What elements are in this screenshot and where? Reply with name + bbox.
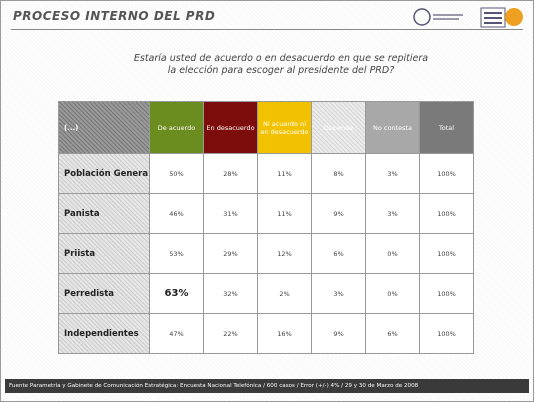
table-row: Perredista 63% 32% 2% 3% 0% 100% — [58, 273, 474, 314]
cell: 3% — [311, 273, 366, 314]
column-header: De acuerdo — [149, 101, 204, 154]
results-table: (...) De acuerdo En desacuerdo Ni acuerdo n… — [58, 101, 474, 354]
cell: 47% — [149, 313, 204, 354]
cell: 63% — [149, 273, 204, 314]
row-label: Población Genera — [58, 153, 150, 194]
cell: 100% — [419, 273, 474, 314]
cell: 100% — [419, 193, 474, 234]
title-rule — [11, 29, 523, 30]
cell: 8% — [311, 153, 366, 194]
cell: 22% — [203, 313, 258, 354]
table-row: Panista 46% 31% 11% 9% 3% 100% — [58, 193, 474, 234]
cell: 46% — [149, 193, 204, 234]
cell: 6% — [365, 313, 420, 354]
question-line: la elección para escoger al presidente d… — [167, 65, 395, 76]
column-header: (...) — [58, 101, 150, 154]
cell: 53% — [149, 233, 204, 274]
title: PROCESO INTERNO DEL PRD — [13, 9, 216, 23]
question: Estaría usted de acuerdo o en desacuerdo… — [101, 53, 461, 77]
column-header: Depende — [311, 101, 366, 154]
footer: Fuente Parametría y Gabinete de Comunica… — [5, 379, 529, 393]
cell: 0% — [365, 273, 420, 314]
cell: 0% — [365, 233, 420, 274]
logos — [413, 7, 523, 28]
column-header: En desacuerdo — [203, 101, 258, 154]
cell: 12% — [257, 233, 312, 274]
column-header: No contesta — [365, 101, 420, 154]
table-row: Priista 53% 29% 12% 6% 0% 100% — [58, 233, 474, 274]
cell: 50% — [149, 153, 204, 194]
cell: 3% — [365, 193, 420, 234]
cell: 11% — [257, 193, 312, 234]
column-header: Total — [419, 101, 474, 154]
cell: 32% — [203, 273, 258, 314]
table-row: Población Genera 50% 28% 11% 8% 3% 100% — [58, 153, 474, 194]
cell: 11% — [257, 153, 312, 194]
cell: 6% — [311, 233, 366, 274]
cell: 29% — [203, 233, 258, 274]
row-label: Independientes — [58, 313, 150, 354]
cell: 9% — [311, 313, 366, 354]
question-line: Estaría usted de acuerdo o en desacuerdo… — [133, 53, 429, 64]
cell: 16% — [257, 313, 312, 354]
column-header: Ni acuerdo ni en desacuerdo — [257, 101, 312, 154]
cell: 3% — [365, 153, 420, 194]
row-label: Priista — [58, 233, 150, 274]
cell: 100% — [419, 153, 474, 194]
row-label: Perredista — [58, 273, 150, 314]
cell: 100% — [419, 233, 474, 274]
cell: 28% — [203, 153, 258, 194]
row-label: Panista — [58, 193, 150, 234]
table-row: Independientes 47% 22% 16% 9% 6% 100% — [58, 313, 474, 354]
cell: 100% — [419, 313, 474, 354]
header-row: (...) De acuerdo En desacuerdo Ni acuerdo n… — [58, 101, 474, 154]
cell: 31% — [203, 193, 258, 234]
cell: 9% — [311, 193, 366, 234]
cell: 2% — [257, 273, 312, 314]
